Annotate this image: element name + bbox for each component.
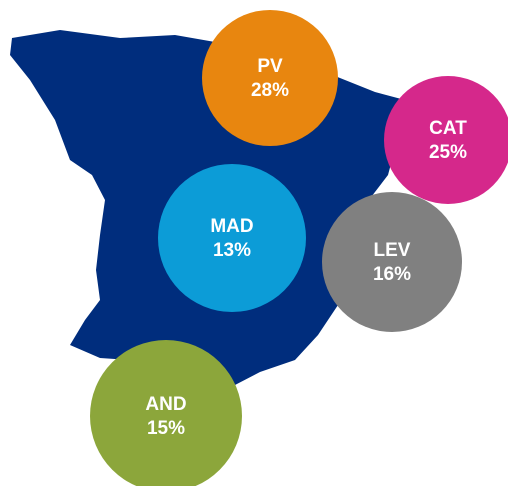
- region-name: PV: [257, 56, 283, 77]
- region-bubble: [90, 340, 242, 486]
- region-name: CAT: [429, 118, 467, 139]
- region-value: 15%: [147, 418, 185, 439]
- region-name: AND: [145, 394, 186, 415]
- region-value: 25%: [429, 142, 467, 163]
- region-bubble: [158, 164, 306, 312]
- region-bubble: [384, 76, 508, 204]
- region-bubble: [322, 192, 462, 332]
- region-bubble: [202, 10, 338, 146]
- region-value: 28%: [251, 80, 289, 101]
- region-name: MAD: [210, 216, 253, 237]
- region-name: LEV: [374, 240, 411, 261]
- region-value: 16%: [373, 264, 411, 285]
- region-value: 13%: [213, 240, 251, 261]
